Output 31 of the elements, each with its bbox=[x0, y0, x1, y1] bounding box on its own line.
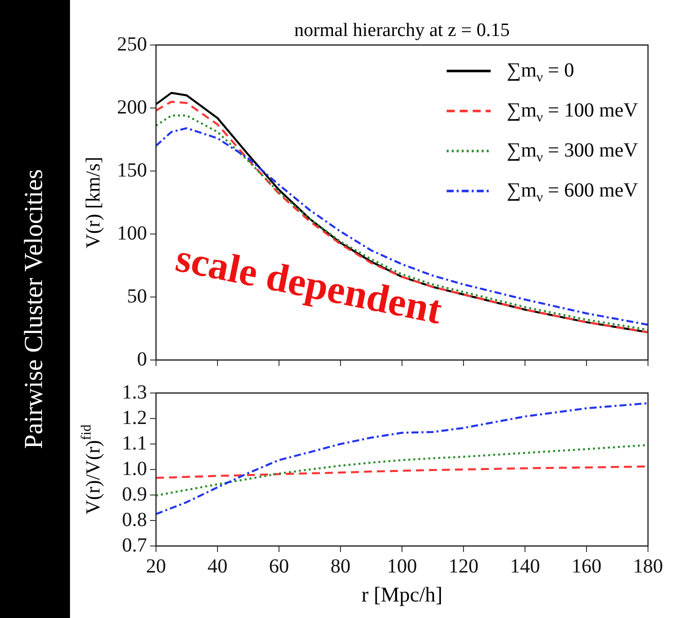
x-tick-label: 180 bbox=[633, 555, 663, 578]
annotation: scale dependent bbox=[172, 234, 446, 333]
text: Pairwise Cluster Velocities bbox=[19, 169, 49, 449]
x-tick-label: 160 bbox=[572, 555, 602, 578]
line-series bbox=[156, 465, 648, 479]
line-series bbox=[156, 444, 648, 497]
y-tick-label: 150 bbox=[117, 159, 147, 182]
x-tick-label: 120 bbox=[448, 555, 478, 578]
y-tick-label: 1.2 bbox=[122, 406, 147, 429]
x-tick-label: 60 bbox=[269, 555, 289, 578]
y-tick-label: 250 bbox=[117, 33, 147, 56]
y-tick-label: 50 bbox=[127, 285, 147, 308]
y-tick-label: 0.8 bbox=[122, 508, 147, 531]
y-tick-label: 0.9 bbox=[122, 483, 147, 506]
x-tick-label: 80 bbox=[330, 555, 350, 578]
y-axis-title: V(r)/V(r)fid bbox=[80, 424, 104, 514]
y-axis-title: V(r) [km/s] bbox=[82, 156, 104, 248]
y-tick-label: 0 bbox=[137, 348, 147, 370]
line-series bbox=[156, 402, 648, 516]
y-tick-label: 1.1 bbox=[122, 432, 147, 454]
chart-title: normal hierarchy at z = 0.15 bbox=[294, 20, 510, 41]
x-tick-label: 100 bbox=[387, 555, 417, 578]
x-axis-title: r [Mpc/h] bbox=[361, 582, 443, 607]
x-tick-label: 20 bbox=[146, 555, 166, 578]
y-tick-label: 1.0 bbox=[122, 458, 147, 480]
x-tick-label: 40 bbox=[208, 555, 228, 578]
y-tick-label: 0.7 bbox=[122, 534, 147, 556]
y-tick-label: 1.3 bbox=[122, 381, 147, 404]
y-tick-label: 100 bbox=[117, 222, 147, 244]
x-tick-label: 140 bbox=[510, 555, 540, 578]
y-tick-label: 200 bbox=[117, 96, 147, 118]
